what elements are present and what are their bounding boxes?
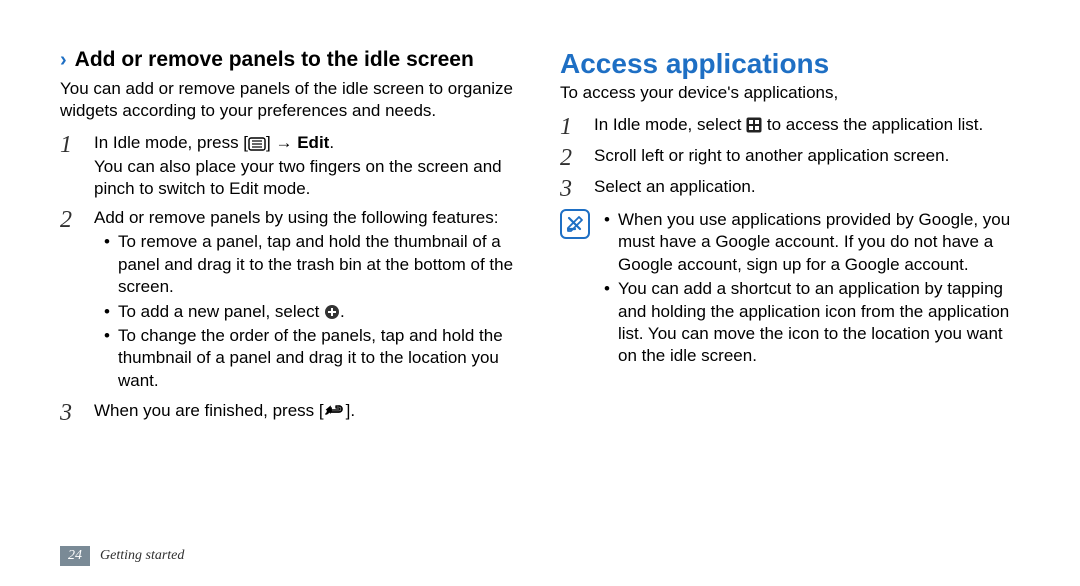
rstep3-body: Select an application.: [594, 176, 1020, 201]
step-number: 1: [60, 132, 80, 201]
step-number: 2: [60, 207, 80, 395]
right-column: Access applications To access your devic…: [560, 48, 1020, 431]
plus-circle-icon: [324, 304, 340, 320]
right-heading: Access applications: [560, 48, 1020, 80]
left-subheading: › Add or remove panels to the idle scree…: [60, 48, 520, 72]
note-block: When you use applications provided by Go…: [560, 207, 1020, 370]
rstep1-prefix: In Idle mode, select: [594, 115, 746, 134]
right-step-1: 1 In Idle mode, select to access the app…: [560, 114, 1020, 139]
page-footer: 24 Getting started: [60, 546, 184, 566]
page-number: 24: [60, 546, 90, 566]
left-intro: You can add or remove panels of the idle…: [60, 78, 520, 122]
step1-period: .: [329, 133, 334, 152]
chevron-icon: ›: [60, 49, 67, 72]
left-step-1: 1 In Idle mode, press [ ] → Edit. You can…: [60, 132, 520, 201]
step-number: 3: [60, 400, 80, 425]
step-number: 3: [560, 176, 580, 201]
footer-section: Getting started: [100, 548, 184, 564]
rstep1-suffix: to access the application list.: [762, 115, 983, 134]
step2-bullet-3: To change the order of the panels, tap a…: [108, 325, 520, 392]
note-bullet-1: When you use applications provided by Go…: [608, 209, 1020, 276]
step2-b2-suffix: .: [340, 302, 345, 321]
step2-b2-prefix: To add a new panel, select: [118, 302, 324, 321]
step1-text-prefix: In Idle mode, press [: [94, 133, 248, 152]
left-column: › Add or remove panels to the idle scree…: [60, 48, 520, 431]
step1-arrow: ] →: [266, 133, 292, 152]
right-step-2: 2 Scroll left or right to another applic…: [560, 145, 1020, 170]
step3-suffix: ].: [346, 401, 355, 420]
back-icon: [324, 405, 346, 419]
right-intro: To access your device's applications,: [560, 82, 1020, 104]
step2-bullet-2: To add a new panel, select .: [108, 301, 520, 323]
step3-prefix: When you are finished, press [: [94, 401, 324, 420]
menu-icon: [248, 137, 266, 151]
apps-grid-icon: [746, 117, 762, 133]
note-bullet-2: You can add a shortcut to an application…: [608, 278, 1020, 368]
note-icon: [560, 209, 590, 239]
left-heading-text: Add or remove panels to the idle screen: [75, 48, 474, 72]
step2-intro: Add or remove panels by using the follow…: [94, 207, 520, 229]
step1-hint: You can also place your two fingers on t…: [94, 156, 520, 201]
step2-bullet-1: To remove a panel, tap and hold the thum…: [108, 231, 520, 298]
left-step-3: 3 When you are finished, press [].: [60, 400, 520, 425]
left-step-2: 2 Add or remove panels by using the foll…: [60, 207, 520, 395]
step-number: 2: [560, 145, 580, 170]
right-step-3: 3 Select an application.: [560, 176, 1020, 201]
step1-edit: Edit: [297, 133, 329, 152]
rstep2-body: Scroll left or right to another applicat…: [594, 145, 1020, 170]
step-number: 1: [560, 114, 580, 139]
